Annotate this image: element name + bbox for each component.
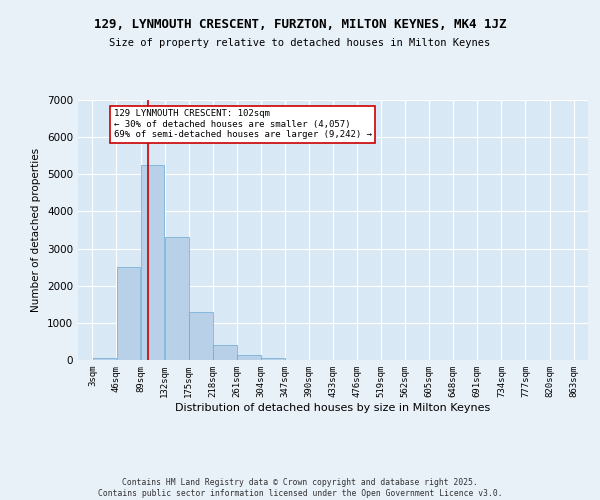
- Bar: [92, 358, 116, 360]
- Bar: [189, 312, 212, 360]
- Bar: [237, 355, 260, 360]
- Text: 129 LYNMOUTH CRESCENT: 102sqm
← 30% of detached houses are smaller (4,057)
69% o: 129 LYNMOUTH CRESCENT: 102sqm ← 30% of d…: [113, 110, 371, 139]
- Y-axis label: Number of detached properties: Number of detached properties: [31, 148, 41, 312]
- X-axis label: Distribution of detached houses by size in Milton Keynes: Distribution of detached houses by size …: [175, 402, 491, 412]
- Text: Contains HM Land Registry data © Crown copyright and database right 2025.
Contai: Contains HM Land Registry data © Crown c…: [98, 478, 502, 498]
- Text: 129, LYNMOUTH CRESCENT, FURZTON, MILTON KEYNES, MK4 1JZ: 129, LYNMOUTH CRESCENT, FURZTON, MILTON …: [94, 18, 506, 30]
- Bar: [213, 345, 236, 360]
- Bar: [140, 165, 164, 360]
- Text: Size of property relative to detached houses in Milton Keynes: Size of property relative to detached ho…: [109, 38, 491, 48]
- Bar: [261, 358, 285, 360]
- Bar: [116, 267, 140, 360]
- Bar: [165, 238, 188, 360]
